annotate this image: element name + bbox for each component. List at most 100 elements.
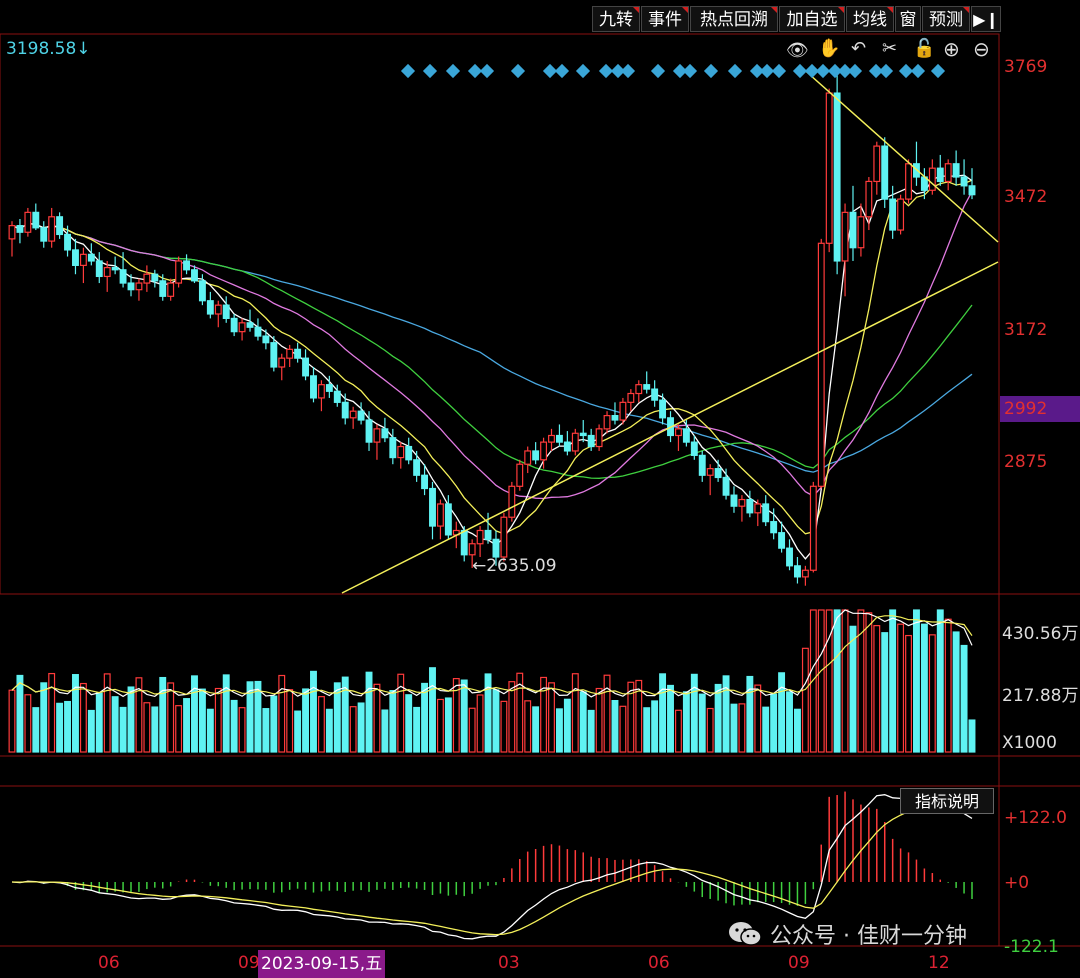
volume-bar [968,719,976,753]
undo-icon[interactable]: ↶ [851,38,867,59]
signal-diamond [620,63,636,79]
volume-bar [857,609,865,753]
candle-body [135,282,143,291]
signal-diamond [930,63,946,79]
volume-bar [373,683,381,753]
signal-diamond [727,63,743,79]
volume-bar [317,696,325,753]
signal-diamond [445,63,461,79]
candle-body [294,348,302,359]
volume-bar [325,708,333,753]
volume-bar [341,676,349,753]
candle-body [325,384,333,392]
signal-diamond [837,63,853,79]
volume-bar [690,673,698,753]
toolbar-btn-window[interactable]: 窗 [895,6,921,32]
volume-bar [222,674,230,753]
zoom-out-icon[interactable]: ⊖ [973,37,990,61]
volume-bar [809,609,817,753]
volume-bar [452,678,460,753]
volume-bar [524,700,532,753]
hand-icon[interactable]: ✋ [818,38,841,59]
candle-body [48,216,56,242]
toolbar-btn-forecast[interactable]: 预测 [922,6,970,32]
signal-diamond [878,63,894,79]
toolbar-btn-events[interactable]: 事件 [641,6,689,32]
scissors-icon[interactable]: ✂ [882,38,898,59]
volume-bar [135,677,143,753]
volume-bar [24,694,32,753]
candle-body [706,468,714,476]
lock-icon[interactable]: 🔓 [913,38,936,59]
y-tick-3472: 3472 [1004,187,1048,207]
candle-body [421,474,429,490]
candle-body [897,198,905,231]
zoom-in-icon[interactable]: ⊕ [943,37,960,61]
candle-body [151,273,159,282]
x-tick-09b: 09 [788,953,810,973]
toolbar-btn-moving-avg[interactable]: 均线 [846,6,894,32]
signal-diamond [575,63,591,79]
eye-icon[interactable]: 👁 [786,40,809,61]
candle-body [722,476,730,496]
crosshair-date-label: 2023-09-15,五 [258,950,386,978]
candle-body [627,392,635,403]
volume-bar [95,692,103,753]
volume-bar [706,707,714,753]
candle-body [381,428,389,439]
toolbar-btn-hotspot-replay[interactable]: 热点回溯 [690,6,778,32]
volume-bar [579,691,587,753]
volume-bar [151,706,159,753]
candle-body [841,211,849,262]
volume-bar [56,702,64,753]
volume-bar [508,681,516,753]
volume-bar [643,707,651,753]
collapse-panel-icon[interactable]: ▶❙ [971,6,1001,32]
vol-tick-high: 430.56万 [1002,624,1079,644]
candle-body [516,463,524,487]
volume-bar [865,612,873,753]
candle-body [95,260,103,278]
signal-diamond [682,63,698,79]
volume-bar [183,698,191,753]
candle-body [532,450,540,461]
toolbar-btn-add-watchlist[interactable]: 加自选 [779,6,845,32]
toolbar-btn-jiuzhuan[interactable]: 九转 [592,6,640,32]
signal-diamond [650,63,666,79]
volume-bar [206,708,214,753]
volume-bar [722,675,730,753]
volume-bar [32,707,40,753]
candle-body [873,145,881,183]
indicator-help-button[interactable]: 指标说明 [900,788,994,814]
volume-bar [778,672,786,753]
volume-bar [905,634,912,753]
signal-diamond [847,63,863,79]
y-tick-3172: 3172 [1004,320,1048,340]
candle-body [651,388,659,401]
candle-body [833,92,841,262]
candle-body [754,503,762,514]
signal-diamond [467,63,483,79]
signal-diamond [554,63,570,79]
volume-bar [421,682,429,753]
volume-bar [960,644,968,753]
y-tick-2992: 2992 [1004,399,1048,419]
candle-body [317,384,325,399]
candle-body [119,269,127,284]
candle-body [611,415,619,421]
volume-bar [928,634,936,753]
candle-body [793,565,801,578]
volume-bar [349,706,357,753]
candle-body [405,445,413,461]
candle-body [770,521,778,534]
candle-body [357,410,365,421]
candle-body [849,211,857,249]
candle-body [778,532,786,549]
candle-body [540,441,548,461]
y-tick-2992-highlight [1000,396,1080,422]
signal-diamond [792,63,808,79]
vol-unit: X1000 [1002,733,1057,753]
volume-bar [103,673,111,753]
signal-diamond [479,63,495,79]
